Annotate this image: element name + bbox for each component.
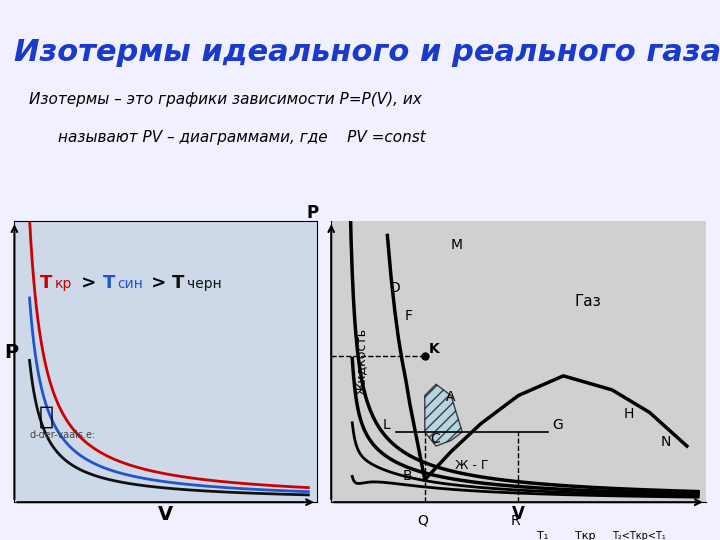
Text: H: H — [624, 407, 634, 421]
Text: Изотермы идеального и реального газа: Изотермы идеального и реального газа — [14, 38, 720, 67]
Text: Т: Т — [172, 274, 185, 292]
Text: Жидкость: Жидкость — [355, 328, 368, 395]
Text: 🦎: 🦎 — [39, 404, 53, 429]
Text: G: G — [552, 418, 563, 432]
Text: L: L — [382, 418, 390, 432]
Text: Газ: Газ — [575, 294, 601, 309]
Text: Т: Т — [103, 274, 115, 292]
Text: R: R — [511, 514, 521, 528]
Text: кр: кр — [55, 277, 72, 291]
Text: P: P — [307, 204, 318, 222]
Text: Ж - Г: Ж - Г — [455, 458, 488, 471]
Text: N: N — [661, 435, 671, 449]
X-axis label: V: V — [512, 505, 525, 523]
Text: Tкр: Tкр — [575, 531, 595, 540]
X-axis label: V: V — [158, 505, 174, 524]
Text: называют PV – диаграммами, где    PV =const: называют PV – диаграммами, где PV =const — [58, 130, 426, 145]
Text: F: F — [404, 309, 413, 323]
Polygon shape — [425, 384, 462, 446]
Text: >: > — [75, 274, 102, 292]
Text: K: K — [428, 342, 439, 356]
Text: T₂<Tкр<T₁: T₂<Tкр<T₁ — [612, 531, 666, 540]
Text: Q: Q — [418, 514, 428, 528]
Text: черн: черн — [187, 277, 222, 291]
Y-axis label: P: P — [4, 343, 19, 362]
Text: B: B — [402, 469, 412, 483]
Text: d-der-vaals.e:: d-der-vaals.e: — [30, 430, 96, 441]
Text: син: син — [118, 277, 143, 291]
Text: Т: Т — [40, 274, 52, 292]
Text: M: M — [451, 239, 463, 253]
Text: T₁: T₁ — [537, 531, 549, 540]
Text: C: C — [431, 432, 440, 446]
Text: A: A — [446, 390, 455, 404]
Text: Изотермы – это графики зависимости P=P(V), их: Изотермы – это графики зависимости P=P(V… — [29, 92, 421, 107]
Text: D: D — [390, 281, 400, 295]
Text: >: > — [145, 274, 172, 292]
